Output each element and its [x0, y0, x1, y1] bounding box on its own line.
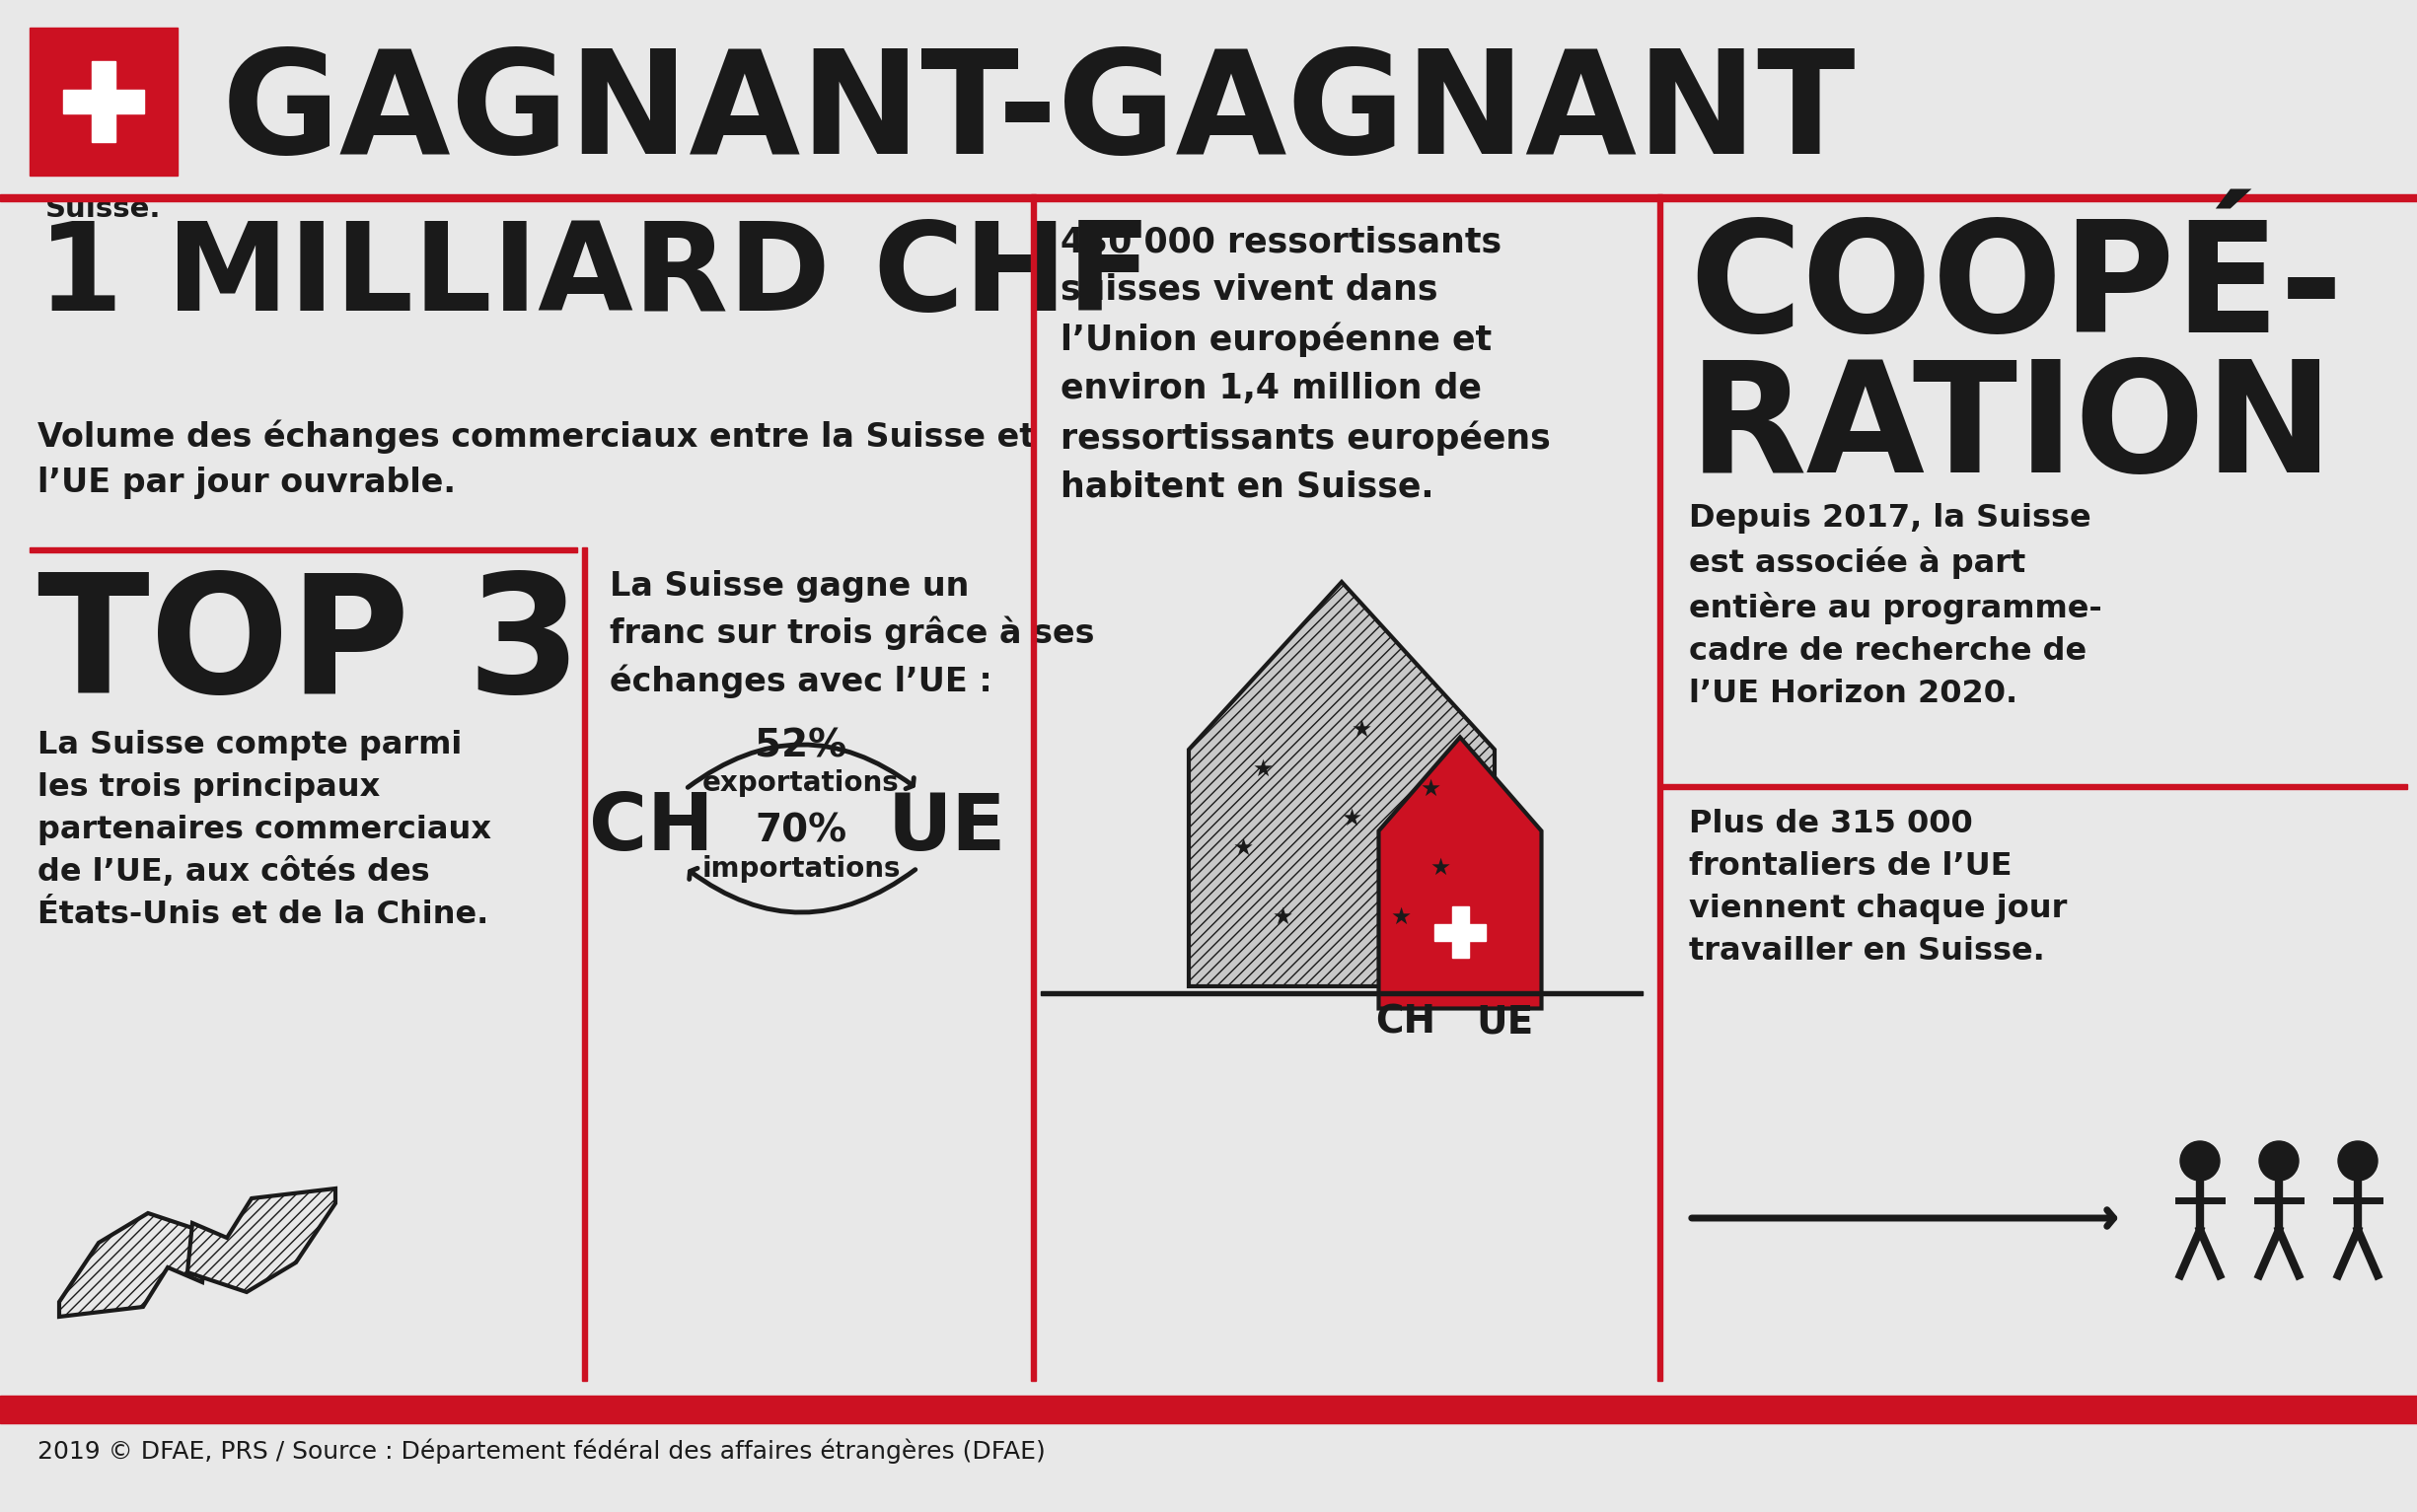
Text: 1 MILLIARD CHF: 1 MILLIARD CHF	[39, 218, 1150, 336]
Text: UE: UE	[887, 791, 1005, 866]
Circle shape	[2337, 1142, 2378, 1181]
Bar	[0, 1396, 2417, 1423]
Polygon shape	[189, 1188, 336, 1293]
Text: ★: ★	[1341, 807, 1361, 830]
Bar	[1658, 195, 1663, 1380]
Text: ★: ★	[1252, 758, 1274, 782]
Text: GAGNANT-GAGNANT: GAGNANT-GAGNANT	[222, 44, 1856, 183]
Text: CH: CH	[590, 791, 713, 866]
Text: ★: ★	[1271, 906, 1293, 928]
Bar	[0, 195, 2417, 201]
Text: La Suisse gagne un
franc sur trois grâce à ses
échanges avec l’UE :: La Suisse gagne un franc sur trois grâce…	[609, 570, 1095, 699]
Text: Suisse.: Suisse.	[46, 195, 162, 222]
Text: exportations: exportations	[703, 770, 899, 797]
Circle shape	[2180, 1142, 2219, 1181]
Text: 70%: 70%	[754, 813, 846, 850]
Text: 52%: 52%	[754, 727, 846, 765]
Text: ★: ★	[1421, 777, 1441, 801]
Bar	[1433, 924, 1486, 940]
Polygon shape	[1189, 582, 1494, 986]
Polygon shape	[1378, 738, 1542, 1009]
Text: UE: UE	[1477, 1002, 1532, 1040]
Bar	[1032, 195, 1037, 1380]
Bar	[92, 60, 116, 142]
Bar	[1663, 785, 2407, 789]
Bar	[63, 89, 145, 113]
Text: ★: ★	[1351, 718, 1373, 742]
Text: Volume des échanges commerciaux entre la Suisse et
l’UE par jour ouvrable.: Volume des échanges commerciaux entre la…	[39, 419, 1034, 499]
Text: CH: CH	[1375, 1002, 1436, 1040]
Polygon shape	[58, 1213, 208, 1317]
Text: importations: importations	[701, 856, 902, 883]
Text: COOPÉ-
RATION: COOPÉ- RATION	[1689, 215, 2342, 505]
Bar	[29, 27, 176, 175]
Text: 2019 © DFAE, PRS / Source : Département fédéral des affaires étrangères (DFAE): 2019 © DFAE, PRS / Source : Département …	[39, 1438, 1047, 1464]
Text: 430 000 ressortissants
suisses vivent dans
l’Union européenne et
environ 1,4 mil: 430 000 ressortissants suisses vivent da…	[1061, 225, 1552, 503]
Bar	[1042, 992, 1644, 995]
Text: Plus de 315 000
frontaliers de l’UE
viennent chaque jour
travailler en Suisse.: Plus de 315 000 frontaliers de l’UE vien…	[1689, 809, 2067, 966]
Text: TOP 3: TOP 3	[39, 567, 582, 727]
Text: ★: ★	[1390, 906, 1412, 928]
Bar	[29, 547, 578, 552]
Bar	[1453, 906, 1470, 957]
Text: La Suisse compte parmi
les trois principaux
partenaires commerciaux
de l’UE, aux: La Suisse compte parmi les trois princip…	[39, 730, 491, 930]
Text: Depuis 2017, la Suisse
est associée à part
entière au programme-
cadre de recher: Depuis 2017, la Suisse est associée à pa…	[1689, 503, 2103, 709]
Text: ★: ★	[1233, 836, 1254, 860]
Bar	[582, 547, 587, 1380]
Circle shape	[2260, 1142, 2299, 1181]
Text: ★: ★	[1431, 856, 1450, 880]
